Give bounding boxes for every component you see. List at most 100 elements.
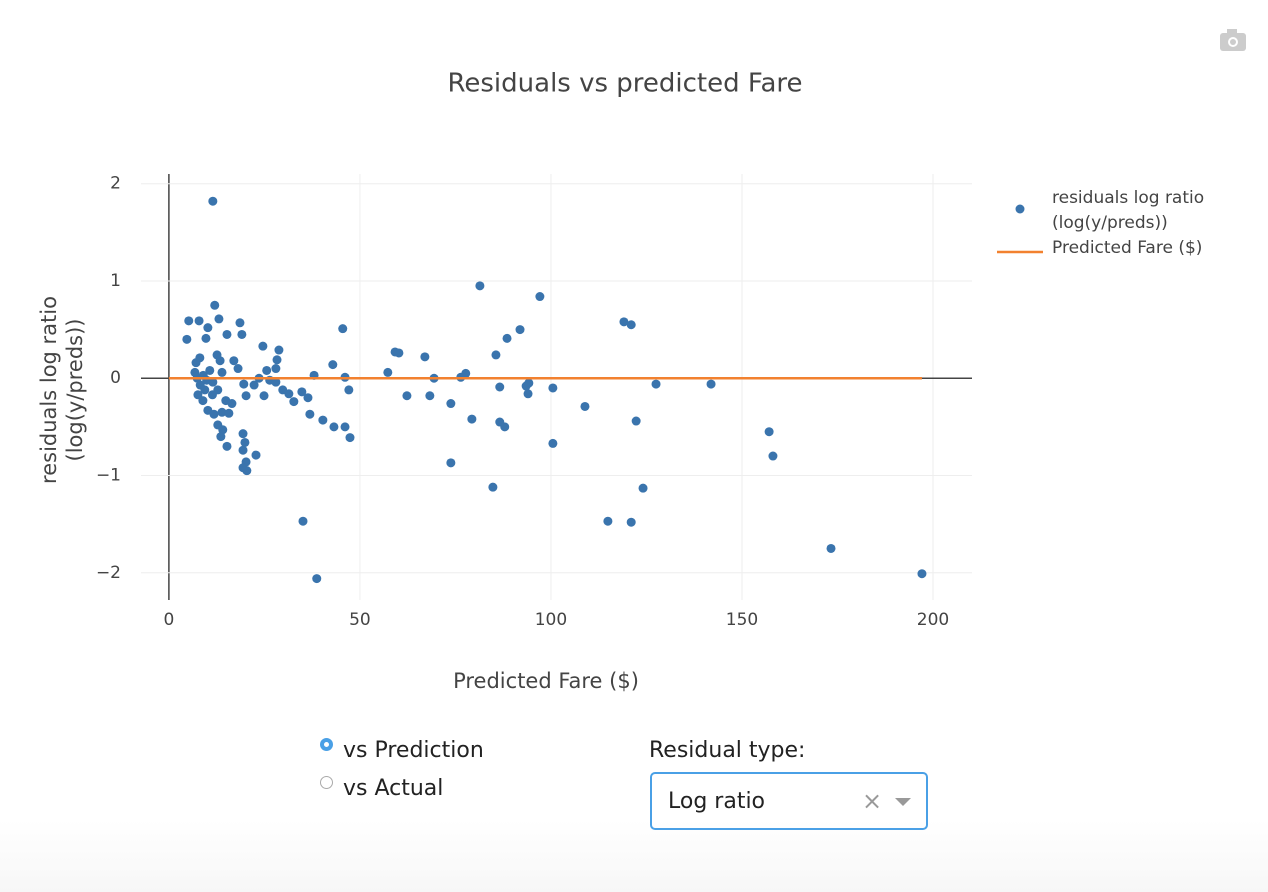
radio-label[interactable]: vs Prediction bbox=[343, 738, 484, 763]
x-tick-label: 50 bbox=[349, 610, 371, 630]
point bbox=[303, 393, 313, 403]
point bbox=[402, 391, 412, 401]
point bbox=[207, 390, 217, 400]
point bbox=[208, 196, 218, 206]
point bbox=[233, 364, 243, 374]
x-tick-label: 150 bbox=[726, 610, 758, 630]
radio[interactable]: vs Actual bbox=[320, 776, 443, 801]
radio-unselected[interactable] bbox=[320, 776, 333, 789]
point bbox=[222, 329, 232, 339]
point bbox=[535, 292, 545, 302]
point bbox=[249, 380, 259, 390]
point bbox=[205, 365, 215, 375]
point bbox=[210, 300, 220, 310]
radio-label[interactable]: vs Actual bbox=[343, 776, 444, 801]
point bbox=[182, 334, 192, 344]
y-tick-label: 0 bbox=[110, 368, 121, 388]
point bbox=[238, 445, 248, 455]
point bbox=[241, 391, 251, 401]
point bbox=[446, 399, 456, 409]
point bbox=[340, 422, 350, 432]
point bbox=[201, 333, 211, 343]
point bbox=[218, 425, 228, 435]
point bbox=[297, 387, 307, 397]
y-tick-label: 2 bbox=[110, 174, 121, 194]
point bbox=[239, 379, 249, 389]
point bbox=[548, 383, 558, 393]
point bbox=[338, 324, 348, 334]
point bbox=[262, 365, 272, 375]
point bbox=[271, 364, 281, 374]
point bbox=[619, 317, 629, 327]
point bbox=[242, 466, 252, 476]
x-tick-label: 200 bbox=[917, 610, 949, 630]
point bbox=[394, 348, 404, 358]
point bbox=[502, 333, 512, 343]
legend-entry[interactable]: Predicted Fare ($) bbox=[1052, 238, 1203, 258]
point bbox=[235, 318, 245, 328]
dropdown-value: Log ratio bbox=[668, 788, 766, 814]
point bbox=[826, 543, 836, 553]
point bbox=[195, 380, 205, 390]
point bbox=[580, 401, 590, 411]
point bbox=[259, 391, 269, 401]
point bbox=[706, 379, 716, 389]
point bbox=[198, 396, 208, 406]
radio[interactable]: vs Prediction bbox=[320, 738, 484, 763]
x-tick-label: 100 bbox=[535, 610, 567, 630]
point bbox=[420, 352, 430, 362]
point bbox=[289, 397, 299, 407]
point bbox=[515, 325, 525, 335]
point bbox=[626, 320, 636, 330]
point bbox=[603, 516, 613, 526]
dropdown-arrow[interactable] bbox=[895, 798, 911, 806]
point bbox=[217, 367, 227, 377]
point bbox=[446, 458, 456, 468]
legend-entry[interactable]: residuals log ratio (log(y/preds)) bbox=[1052, 188, 1205, 233]
point bbox=[216, 432, 226, 442]
point bbox=[328, 360, 338, 370]
point bbox=[222, 441, 232, 451]
point bbox=[217, 407, 227, 417]
camera-icon[interactable] bbox=[1220, 29, 1246, 51]
point bbox=[475, 281, 485, 291]
legend-symbol bbox=[1015, 204, 1025, 214]
point bbox=[651, 379, 661, 389]
dropdown-label: Residual type: bbox=[649, 738, 806, 763]
point bbox=[274, 345, 284, 355]
point bbox=[240, 437, 250, 447]
point bbox=[237, 329, 247, 339]
point bbox=[312, 574, 322, 584]
point bbox=[383, 367, 393, 377]
point bbox=[638, 483, 648, 493]
point bbox=[238, 429, 248, 439]
point bbox=[491, 350, 501, 360]
dropdown[interactable]: Log ratio × bbox=[650, 772, 928, 830]
point bbox=[209, 409, 219, 419]
point bbox=[284, 389, 294, 399]
point bbox=[318, 415, 328, 425]
point bbox=[917, 569, 927, 579]
point bbox=[251, 450, 261, 460]
y-tick-label: −2 bbox=[96, 563, 121, 583]
point bbox=[203, 323, 213, 333]
point bbox=[626, 517, 636, 527]
point bbox=[184, 316, 194, 326]
point bbox=[631, 416, 641, 426]
point bbox=[272, 355, 282, 365]
x-axis-title: Predicted Fare ($) bbox=[453, 669, 639, 693]
radio-selected[interactable] bbox=[320, 738, 333, 751]
y-axis-title: (log(y/preds)) bbox=[63, 319, 87, 462]
point bbox=[344, 385, 354, 395]
point bbox=[271, 377, 281, 387]
point bbox=[523, 389, 533, 399]
clear-button[interactable]: × bbox=[862, 787, 883, 815]
point bbox=[258, 341, 268, 351]
point bbox=[195, 353, 205, 363]
legend: residuals log ratio (log(y/preds)) Predi… bbox=[1052, 186, 1242, 261]
point bbox=[500, 422, 510, 432]
y-tick-label: −1 bbox=[96, 466, 121, 486]
chart-title: Residuals vs predicted Fare bbox=[447, 69, 802, 99]
point bbox=[194, 316, 204, 326]
